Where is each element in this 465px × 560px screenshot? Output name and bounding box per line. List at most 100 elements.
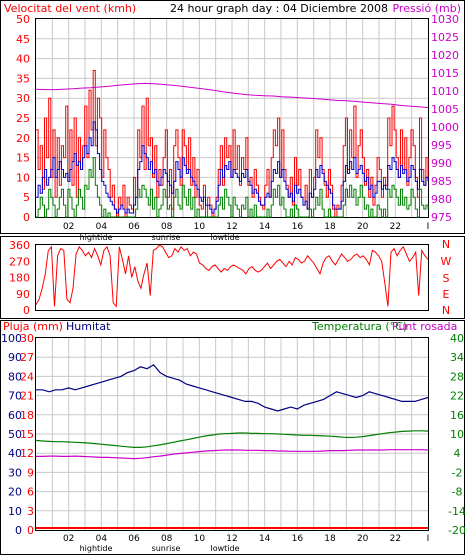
rain-tick-label: 21 <box>20 390 34 403</box>
axis-tick-labels: 0510152025303540455097598098599099510001… <box>1 13 465 553</box>
pressure-tick-label: 1005 <box>431 103 459 116</box>
wind-x-tick-label: 06 <box>128 222 140 232</box>
wind-axis-title: Velocitat del vent (kmh) <box>4 2 136 15</box>
temp-x-tick-label: 18 <box>324 534 336 544</box>
temp-series-line-0 <box>36 364 429 412</box>
temp-x-tick-label: 04 <box>96 534 108 544</box>
wind-x-tick-label: 02 <box>63 222 74 232</box>
humidity-tick-label: 0 <box>15 524 22 537</box>
wind-x-tick-label: 18 <box>324 222 336 232</box>
rain-tick-label: 27 <box>20 351 34 364</box>
temp-x-tick-label: 16 <box>292 534 304 544</box>
temp-x-tick-label: 08 <box>161 534 173 544</box>
wind-tick-label: 20 <box>16 132 30 145</box>
wind-series-line-2 <box>36 157 429 218</box>
wind-x-tick-label: 12 <box>226 222 237 232</box>
direction-tick-label: 90 <box>16 288 30 301</box>
rain-tick-label: 30 <box>20 332 34 345</box>
humidity-temperature-series <box>35 364 429 529</box>
wind-x-tick-label: 22 <box>390 222 401 232</box>
humidity-tick-label: 60 <box>8 409 22 422</box>
temperature-tick-label: 22 <box>450 390 464 403</box>
compass-label: N <box>442 304 450 317</box>
temp-x-tick-label: 20 <box>357 534 369 544</box>
temperature-tick-label: -14 <box>448 505 465 518</box>
humidity-tick-label: 30 <box>8 466 22 479</box>
pressure-tick-label: 985 <box>431 175 452 188</box>
temp-annotation-sunrise: sunrise <box>152 544 181 553</box>
wind-tick-label: 0 <box>23 211 30 224</box>
pressure-axis-title: Pressió (mb) <box>392 2 461 15</box>
rain-axis-title: Pluja (mm) <box>3 320 63 333</box>
wind-tick-label: 40 <box>16 53 30 66</box>
temp-x-tick-label: 02 <box>63 534 74 544</box>
temperature-tick-label: 28 <box>450 370 464 383</box>
pressure-tick-label: 990 <box>431 157 452 170</box>
temp-series-line-2 <box>36 449 429 460</box>
wind-x-tick-label: 16 <box>292 222 304 232</box>
temp-series-line-1 <box>35 430 429 448</box>
wind-x-tick-label: 04 <box>96 222 108 232</box>
wind-series-line-1 <box>36 121 429 214</box>
humidity-tick-label: 80 <box>8 370 22 383</box>
humidity-tick-label: 90 <box>8 351 22 364</box>
temp-x-tick-label: 10 <box>194 534 206 544</box>
wind-tick-label: 5 <box>23 191 30 204</box>
temp-x-tick-label: 22 <box>390 534 401 544</box>
humidity-tick-label: 40 <box>8 447 22 460</box>
temperature-tick-label: 34 <box>450 351 464 364</box>
wind-annotation-lowtide: lowtide <box>210 233 239 242</box>
wind-x-tick-label: 20 <box>357 222 369 232</box>
temperature-tick-label: -2 <box>452 466 463 479</box>
compass-label: S <box>443 272 450 285</box>
pressure-tick-label: 1010 <box>431 85 459 98</box>
temperature-axis-title: Temperatura (°C) <box>311 320 407 333</box>
compass-label: W <box>441 255 452 268</box>
direction-tick-label: 180 <box>9 272 30 285</box>
temperature-tick-label: 16 <box>450 409 464 422</box>
wind-tick-label: 45 <box>16 33 30 46</box>
pressure-tick-label: 980 <box>431 193 452 206</box>
rain-tick-label: 0 <box>27 524 34 537</box>
wind-annotation-sunrise: sunrise <box>152 233 181 242</box>
pressure-tick-label: 1030 <box>431 13 459 26</box>
rain-tick-label: 6 <box>27 486 34 499</box>
wind-tick-label: 15 <box>16 152 30 165</box>
wind-x-tick-label: 10 <box>194 222 206 232</box>
wind-x-tick-label: I <box>427 222 430 232</box>
rain-tick-label: 3 <box>27 505 34 518</box>
pressure-tick-label: 1015 <box>431 67 459 80</box>
compass-label: N <box>442 238 450 251</box>
rain-tick-label: 12 <box>20 447 34 460</box>
wind-tick-label: 25 <box>16 112 30 125</box>
direction-tick-label: 270 <box>9 255 30 268</box>
temperature-tick-label: 40 <box>450 332 464 345</box>
wind-direction-plot-area <box>35 244 429 311</box>
pressure-tick-label: 995 <box>431 139 452 152</box>
humidity-tick-label: 100 <box>1 332 22 345</box>
wind-series-line-3 <box>35 82 429 109</box>
temperature-tick-label: -20 <box>448 524 465 537</box>
temp-x-tick-label: 06 <box>128 534 140 544</box>
wind-tick-label: 10 <box>16 171 30 184</box>
wind-x-tick-label: 14 <box>259 222 271 232</box>
pressure-tick-label: 1025 <box>431 31 459 44</box>
wind-x-tick-label: 08 <box>161 222 173 232</box>
pressure-tick-label: 1000 <box>431 121 459 134</box>
humidity-tick-label: 50 <box>8 428 22 441</box>
humidity-tick-label: 10 <box>8 505 22 518</box>
temp-x-tick-label: I <box>427 534 430 544</box>
compass-label: E <box>443 288 450 301</box>
wind-tick-label: 50 <box>16 13 30 26</box>
temp-annotation-hightide: hightide <box>80 544 113 553</box>
wind-annotation-hightide: hightide <box>80 233 113 242</box>
humidity-tick-label: 20 <box>8 486 22 499</box>
pressure-tick-label: 975 <box>431 211 452 224</box>
wind-tick-label: 30 <box>16 92 30 105</box>
temp-x-tick-label: 12 <box>226 534 237 544</box>
temperature-tick-label: 10 <box>450 428 464 441</box>
wind-pressure-series <box>35 70 429 218</box>
rain-tick-label: 9 <box>27 466 34 479</box>
pressure-tick-label: 1020 <box>431 49 459 62</box>
